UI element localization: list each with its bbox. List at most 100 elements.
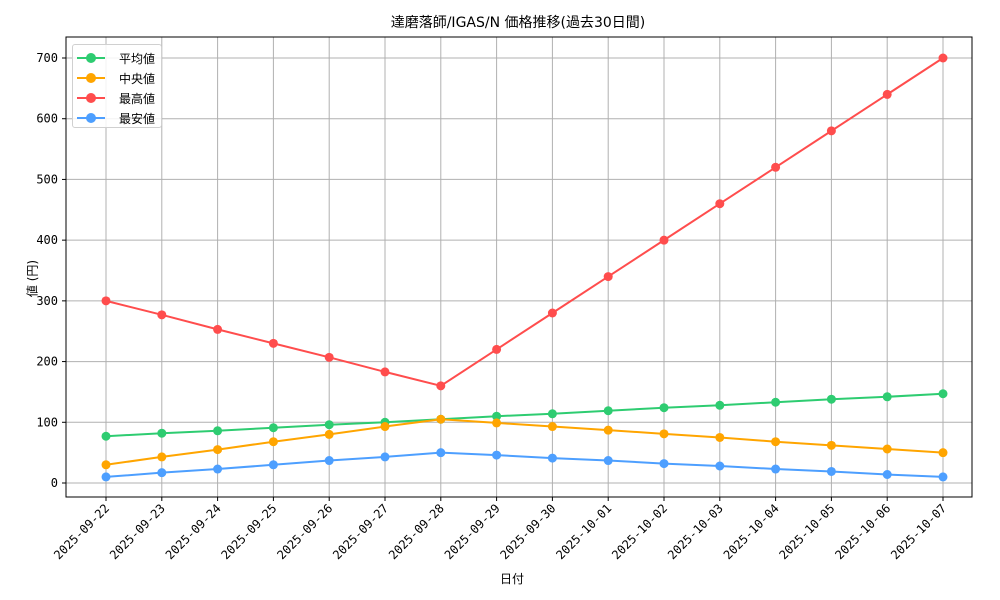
data-point [324, 456, 334, 466]
data-point [436, 414, 446, 424]
data-point [603, 456, 613, 466]
data-point [213, 324, 223, 334]
data-point [324, 420, 334, 430]
data-point [101, 296, 111, 306]
legend-label: 最安値 [119, 111, 156, 126]
x-tick-label: 2025-10-03 [665, 501, 726, 562]
data-point [882, 444, 892, 454]
x-tick-label: 2025-09-24 [163, 501, 224, 562]
x-tick-label: 2025-09-30 [498, 501, 559, 562]
data-point [492, 411, 502, 421]
data-point [324, 429, 334, 439]
data-point [547, 308, 557, 318]
data-point [492, 418, 502, 428]
x-tick-label: 2025-09-28 [386, 501, 447, 562]
data-point [882, 470, 892, 479]
data-point [715, 432, 725, 442]
data-point [213, 445, 223, 455]
legend-item: 平均値 [77, 48, 155, 68]
y-tick-label: 300 [36, 294, 58, 308]
legend-label: 平均値 [119, 51, 156, 66]
legend-item: 中央値 [77, 68, 155, 88]
x-tick-label: 2025-10-06 [832, 501, 893, 562]
legend-item: 最高値 [77, 88, 155, 108]
data-point [603, 425, 613, 435]
data-point [938, 472, 948, 482]
x-tick-label: 2025-09-25 [219, 501, 280, 562]
x-tick-label: 2025-09-27 [330, 501, 391, 562]
x-tick-label: 2025-10-07 [888, 501, 949, 562]
legend-marker-icon [77, 53, 105, 63]
data-point [436, 448, 446, 458]
y-tick-label: 100 [36, 415, 58, 429]
data-point [603, 406, 613, 416]
y-tick-label: 200 [36, 355, 58, 369]
y-tick-label: 0 [51, 476, 58, 490]
chart-title: 達磨落師/IGAS/N 価格推移(過去30日間) [390, 15, 646, 31]
data-point [380, 422, 390, 432]
data-point [213, 464, 223, 474]
legend-marker-icon [77, 93, 105, 103]
x-tick-label: 2025-09-29 [442, 501, 503, 562]
data-point [882, 392, 892, 402]
data-point [659, 403, 669, 413]
data-point [157, 468, 167, 478]
data-point [268, 437, 278, 447]
x-tick-label: 2025-09-26 [274, 501, 335, 562]
data-point [715, 199, 725, 209]
legend-item: 最安値 [77, 108, 155, 128]
data-point [492, 450, 502, 460]
data-point [101, 460, 111, 470]
data-point [268, 423, 278, 433]
y-tick-label: 400 [36, 233, 58, 247]
data-point [882, 89, 892, 99]
data-point [771, 162, 781, 172]
data-point [938, 448, 948, 458]
x-tick-label: 2025-10-02 [609, 501, 670, 562]
legend-label: 最高値 [119, 91, 156, 106]
data-point [659, 429, 669, 439]
data-point [603, 272, 613, 282]
data-point [659, 235, 669, 245]
data-point [101, 431, 111, 441]
data-point [826, 126, 836, 136]
legend-marker-icon [77, 73, 105, 83]
data-point [771, 397, 781, 407]
series-中央値 [101, 414, 948, 470]
data-point [771, 437, 781, 447]
chart-legend: 平均値中央値最高値最安値 [72, 44, 162, 128]
data-point [213, 426, 223, 436]
legend-label: 中央値 [119, 71, 156, 86]
x-tick-label: 2025-10-04 [721, 501, 782, 562]
data-point [157, 428, 167, 438]
data-point [324, 352, 334, 362]
data-point [380, 367, 390, 377]
x-tick-label: 2025-09-22 [51, 501, 112, 562]
data-point [268, 460, 278, 470]
x-tick-label: 2025-10-05 [777, 501, 838, 562]
x-tick-label: 2025-10-01 [553, 501, 614, 562]
data-point [547, 409, 557, 419]
data-point [826, 440, 836, 450]
legend-marker-icon [77, 113, 105, 123]
data-point [492, 344, 502, 354]
data-point [547, 453, 557, 463]
series-平均値 [101, 389, 948, 441]
y-tick-label: 700 [36, 51, 58, 65]
data-point [268, 338, 278, 348]
data-point [659, 459, 669, 469]
plot-frame [65, 36, 973, 498]
data-point [938, 389, 948, 399]
series-最高値 [101, 53, 948, 391]
data-point [938, 53, 948, 63]
data-point [380, 452, 390, 462]
x-tick-label: 2025-09-23 [107, 501, 168, 562]
y-tick-label: 500 [36, 172, 58, 186]
data-point [715, 461, 725, 471]
data-point [771, 464, 781, 474]
data-point [547, 422, 557, 432]
data-point [436, 381, 446, 391]
data-point [715, 400, 725, 410]
data-point [826, 394, 836, 404]
